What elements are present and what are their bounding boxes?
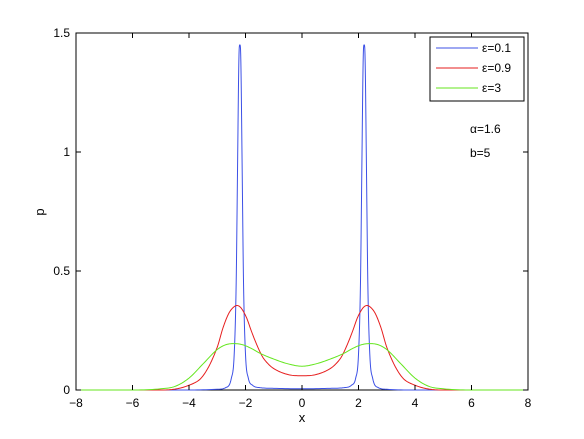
series-line-2 — [76, 305, 528, 391]
legend-label-1: ε=0.1 — [482, 41, 511, 55]
ticks-layer: −8 −6 −4 −2 0 2 4 6 8 0 0.5 1 1.5 — [53, 26, 531, 410]
x-tick-label: −2 — [239, 396, 253, 410]
y-tick-label: 1 — [63, 145, 70, 159]
x-tick-label: 6 — [468, 396, 475, 410]
x-tick-label: 4 — [412, 396, 419, 410]
x-tick-label: −8 — [69, 396, 83, 410]
x-tick-label: 0 — [299, 396, 306, 410]
legend-label-2: ε=0.9 — [482, 61, 511, 75]
y-tick-label: 0 — [63, 383, 70, 397]
annotation-b: b=5 — [470, 146, 491, 160]
x-tick-label: −4 — [182, 396, 196, 410]
x-tick-label: −6 — [126, 396, 140, 410]
series-line-3 — [76, 343, 528, 391]
x-tick-label: 8 — [525, 396, 532, 410]
y-tick-label: 1.5 — [53, 26, 70, 40]
annotation-alpha: α=1.6 — [470, 122, 501, 136]
y-axis-label: p — [32, 208, 47, 215]
legend: ε=0.1 ε=0.9 ε=3 — [429, 36, 525, 102]
x-axis-label: x — [299, 410, 306, 425]
y-tick-label: 0.5 — [53, 264, 70, 278]
legend-label-3: ε=3 — [482, 81, 501, 95]
x-tick-label: 2 — [355, 396, 362, 410]
